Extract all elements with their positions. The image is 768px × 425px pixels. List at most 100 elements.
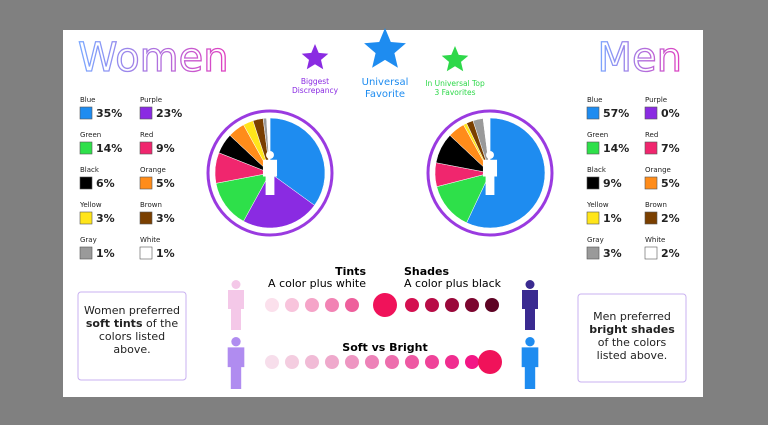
legend-value: 2% bbox=[661, 247, 680, 260]
legend-swatch bbox=[79, 141, 93, 155]
legend-swatch bbox=[79, 176, 93, 190]
legend-value: 57% bbox=[603, 107, 629, 120]
men-box bbox=[577, 293, 687, 383]
soft-dot bbox=[365, 355, 379, 369]
legend-swatch bbox=[644, 176, 658, 190]
legend-value: 14% bbox=[603, 142, 629, 155]
tint-dot bbox=[345, 298, 359, 312]
legend-value: 35% bbox=[96, 107, 122, 120]
legend-swatch bbox=[139, 211, 153, 225]
star bbox=[364, 28, 406, 68]
person-body bbox=[262, 159, 278, 195]
legend-value: 7% bbox=[661, 142, 680, 155]
star bbox=[301, 44, 329, 70]
person-body bbox=[522, 290, 538, 330]
legend-value: 9% bbox=[603, 177, 622, 190]
line: Favorite bbox=[365, 89, 405, 100]
shade-dot bbox=[425, 298, 439, 312]
pie-slice bbox=[243, 172, 315, 229]
soft-dot bbox=[465, 355, 479, 369]
legend-swatch bbox=[79, 211, 93, 225]
legend-name: White bbox=[140, 236, 160, 244]
person-head bbox=[266, 151, 274, 159]
bold-text: bright shades bbox=[589, 323, 675, 336]
legend-swatch bbox=[644, 211, 658, 225]
legend-swatch bbox=[586, 106, 600, 120]
legend-name: Black bbox=[80, 166, 100, 174]
shade-dot bbox=[465, 298, 479, 312]
legend-name: Green bbox=[80, 131, 101, 139]
tint-dot bbox=[265, 298, 279, 312]
legend-swatch bbox=[139, 246, 153, 260]
legend-value: 3% bbox=[603, 247, 622, 260]
legend-swatch bbox=[139, 106, 153, 120]
bold-text: soft tints bbox=[85, 317, 143, 330]
soft-dot bbox=[425, 355, 439, 369]
legend-name: Purple bbox=[645, 96, 667, 104]
person-head bbox=[525, 280, 535, 289]
shade-dot bbox=[445, 298, 459, 312]
legend-name: Yellow bbox=[586, 201, 609, 209]
soft-dot bbox=[405, 355, 419, 369]
legend-name: Orange bbox=[645, 166, 671, 174]
legend-swatch bbox=[586, 176, 600, 190]
tint-dot bbox=[325, 298, 339, 312]
line: Discrepancy bbox=[292, 86, 339, 95]
pie-slice bbox=[482, 117, 491, 174]
legend-swatch bbox=[139, 141, 153, 155]
dot bbox=[373, 293, 397, 317]
legend-name: White bbox=[645, 236, 665, 244]
star-label: Universal Favorite bbox=[362, 77, 409, 100]
legend-name: Red bbox=[140, 131, 153, 139]
person-body bbox=[228, 290, 244, 330]
legend-name: Purple bbox=[140, 96, 162, 104]
person-body bbox=[482, 159, 498, 195]
men-title: Men bbox=[598, 35, 682, 81]
legend-value: 3% bbox=[156, 212, 175, 225]
legend-name: Gray bbox=[587, 236, 604, 244]
legend-value: 1% bbox=[156, 247, 175, 260]
legend-value: 9% bbox=[156, 142, 175, 155]
pie-slice bbox=[466, 117, 546, 229]
star-label: In Universal Top 3 Favorites bbox=[425, 79, 485, 97]
legend-name: Red bbox=[645, 131, 658, 139]
line: In Universal Top bbox=[425, 79, 485, 88]
legend-value: 1% bbox=[603, 212, 622, 225]
shades-text: A color plus black bbox=[404, 277, 502, 290]
legend-swatch bbox=[644, 106, 658, 120]
legend-swatch bbox=[79, 246, 93, 260]
legend-name: Gray bbox=[80, 236, 97, 244]
women-box bbox=[77, 291, 187, 381]
legend-value: 14% bbox=[96, 142, 122, 155]
women-box-text: Women preferred soft tints of the colors… bbox=[84, 304, 180, 356]
legend-value: 1% bbox=[96, 247, 115, 260]
soft-bright-title: Soft vs Bright bbox=[342, 341, 427, 354]
legend-value: 23% bbox=[156, 107, 182, 120]
legend-value: 5% bbox=[156, 177, 175, 190]
person-head bbox=[231, 280, 241, 289]
tint-dot bbox=[305, 298, 319, 312]
legend-swatch bbox=[644, 246, 658, 260]
legend-swatch bbox=[139, 176, 153, 190]
soft-dot bbox=[325, 355, 339, 369]
line: Universal bbox=[362, 77, 409, 88]
shade-dot bbox=[485, 298, 499, 312]
legend-value: 3% bbox=[96, 212, 115, 225]
women-title: Women bbox=[78, 35, 229, 81]
legend-name: Brown bbox=[645, 201, 667, 209]
legend-swatch bbox=[79, 106, 93, 120]
legend-value: 5% bbox=[661, 177, 680, 190]
soft-dot bbox=[305, 355, 319, 369]
dot bbox=[478, 350, 502, 374]
soft-dot bbox=[285, 355, 299, 369]
person-body bbox=[521, 347, 539, 389]
legend-name: Blue bbox=[587, 96, 603, 104]
tints-title: Tints bbox=[335, 265, 366, 278]
legend-name: Green bbox=[587, 131, 608, 139]
text: of the colors listed above. bbox=[98, 317, 179, 356]
text: Women preferred bbox=[84, 304, 180, 317]
legend-name: Blue bbox=[80, 96, 96, 104]
legend-value: 6% bbox=[96, 177, 115, 190]
shades-title: Shades bbox=[404, 265, 450, 278]
